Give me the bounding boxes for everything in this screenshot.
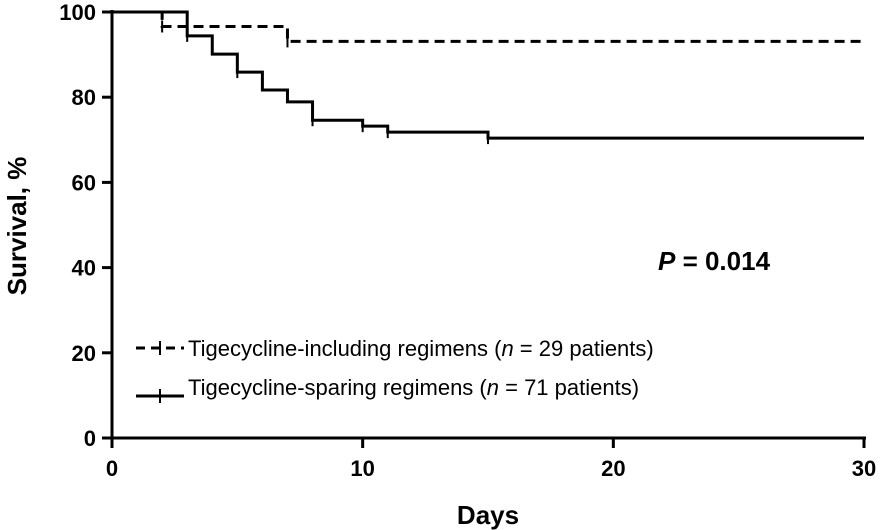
legend-label-sparing: Tigecycline-sparing regimens (n = 71 pat… <box>188 375 639 400</box>
legend-label-including: Tigecycline-including regimens (n = 29 p… <box>188 336 654 361</box>
series-layer <box>112 10 864 145</box>
y-tick-label: 60 <box>72 170 96 195</box>
legend-entry-including: Tigecycline-including regimens (n = 29 p… <box>136 336 654 361</box>
ticks-layer: 0 20 40 60 80 100 0 10 20 30 <box>59 0 876 481</box>
p-value-text: = 0.014 <box>675 246 770 276</box>
axes <box>110 10 866 440</box>
series-line-including <box>112 10 864 43</box>
y-axis-title: Survival, % <box>2 157 32 296</box>
x-tick-label: 20 <box>601 456 625 481</box>
x-axis-title: Days <box>457 500 519 530</box>
y-tick-label: 100 <box>59 0 96 25</box>
y-tick-label: 40 <box>72 256 96 281</box>
x-tick-label: 30 <box>852 456 876 481</box>
y-tick-label: 0 <box>84 426 96 451</box>
y-tick-label: 20 <box>72 341 96 366</box>
legend-entry-sparing: Tigecycline-sparing regimens (n = 71 pat… <box>136 375 639 403</box>
x-tick-label: 10 <box>350 456 374 481</box>
legend: Tigecycline-including regimens (n = 29 p… <box>136 336 654 403</box>
y-tick-label: 80 <box>72 85 96 110</box>
series-line-sparing <box>112 10 864 140</box>
p-value-symbol: P <box>658 246 676 276</box>
x-tick-label: 0 <box>106 456 118 481</box>
p-value-annotation: P = 0.014 <box>658 246 771 276</box>
